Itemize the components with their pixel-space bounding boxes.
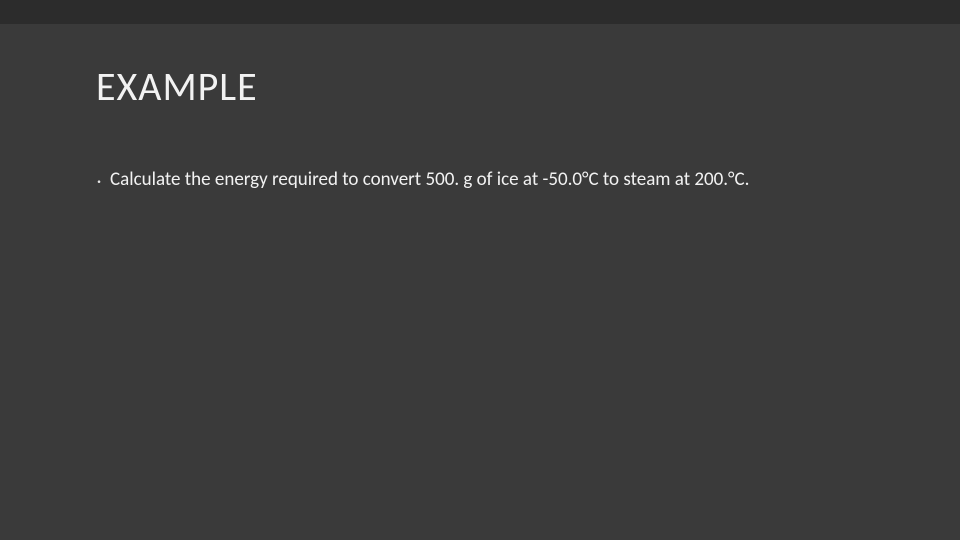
bullet-item: · Calculate the energy required to conve…: [96, 168, 880, 193]
slide-body: · Calculate the energy required to conve…: [96, 168, 880, 193]
slide: EXAMPLE · Calculate the energy required …: [0, 24, 960, 540]
bullet-marker-icon: ·: [96, 169, 102, 193]
window-top-bar: [0, 0, 960, 24]
bullet-text: Calculate the energy required to convert…: [110, 168, 749, 192]
slide-title: EXAMPLE: [96, 62, 258, 111]
